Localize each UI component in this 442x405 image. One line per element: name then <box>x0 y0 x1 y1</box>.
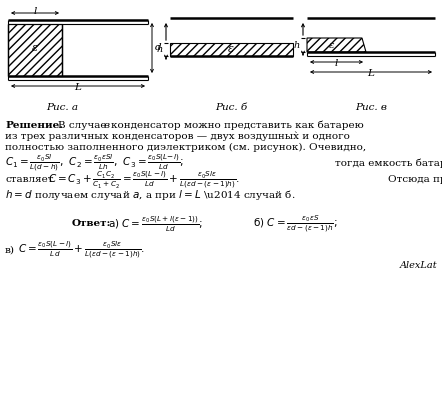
Text: AlexLat: AlexLat <box>400 260 437 269</box>
Text: h: h <box>157 45 163 53</box>
Text: В случае: В случае <box>58 121 110 130</box>
Text: h: h <box>294 40 300 49</box>
Text: L: L <box>75 83 81 92</box>
Text: в): в) <box>5 245 15 254</box>
Text: из трех различных конденсаторов — двух воздушных̀ и одного: из трех различных конденсаторов — двух в… <box>5 131 350 141</box>
Text: Ответ:: Ответ: <box>72 220 111 228</box>
Text: ε: ε <box>329 40 335 49</box>
Text: $C_1 = \frac{\varepsilon_0 Sl}{L(d-h)}$,  $C_2 = \frac{\varepsilon_0\varepsilon : $C_1 = \frac{\varepsilon_0 Sl}{L(d-h)}$,… <box>5 152 184 174</box>
Text: d: d <box>155 43 161 53</box>
Text: L: L <box>368 70 374 79</box>
Text: в: в <box>104 121 110 130</box>
Text: тогда емкость батареи со-: тогда емкость батареи со- <box>335 158 442 168</box>
Text: Рис. б: Рис. б <box>215 104 247 113</box>
Text: $C = C_3 + \frac{C_1 C_2}{C_1+C_2} = \frac{\varepsilon_0 S(L-l)}{Ld} + \frac{\va: $C = C_3 + \frac{C_1 C_2}{C_1+C_2} = \fr… <box>48 169 240 191</box>
Text: $C = \frac{\varepsilon_0 S(L-l)}{Ld} + \frac{\varepsilon_0 Sl\varepsilon}{L(\var: $C = \frac{\varepsilon_0 S(L-l)}{Ld} + \… <box>18 239 145 261</box>
Text: а) $C = \frac{\varepsilon_0 S(L+l(\varepsilon-1))}{Ld}$;: а) $C = \frac{\varepsilon_0 S(L+l(\varep… <box>108 214 203 234</box>
Bar <box>8 24 62 76</box>
Text: полностью заполненного диэлектриком (см. рисунок). Очевидно,: полностью заполненного диэлектриком (см.… <box>5 143 366 151</box>
Text: Решение.: Решение. <box>5 121 63 130</box>
Text: Рис. в: Рис. в <box>355 104 387 113</box>
Text: конденсатор можно представить как батарею: конденсатор можно представить как батаре… <box>111 120 364 130</box>
Text: l: l <box>33 6 37 15</box>
Text: ε: ε <box>228 44 234 54</box>
Text: ε: ε <box>32 43 38 53</box>
Text: Отсюда при: Отсюда при <box>388 175 442 185</box>
Text: $h=d$ получаем случай $a$, а при $l = L$ \u2014 случай б.: $h=d$ получаем случай $a$, а при $l = L$… <box>5 188 296 202</box>
Text: Рис. а: Рис. а <box>46 104 78 113</box>
Text: l: l <box>334 60 338 68</box>
Bar <box>170 43 293 56</box>
Text: б) $C = \frac{\varepsilon_0\varepsilon S}{\varepsilon d-(\varepsilon-1)h}$;: б) $C = \frac{\varepsilon_0\varepsilon S… <box>253 213 338 234</box>
Polygon shape <box>307 38 366 52</box>
Text: ставляет: ставляет <box>5 175 53 185</box>
